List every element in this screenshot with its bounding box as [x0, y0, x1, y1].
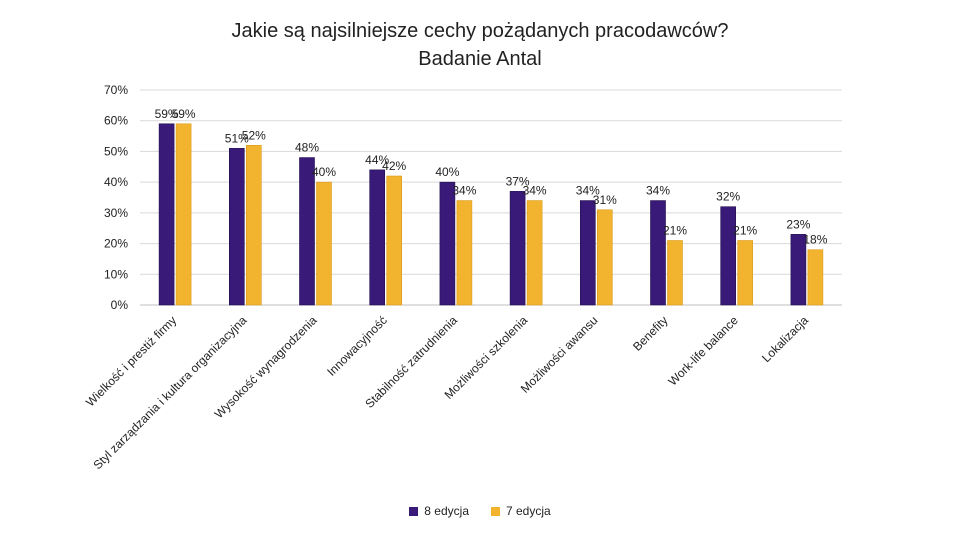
data-label: 18%	[803, 233, 827, 247]
x-tick-label: Innowacyjność	[324, 313, 390, 379]
data-label: 40%	[435, 165, 459, 179]
data-label: 59%	[172, 107, 196, 121]
bar	[386, 175, 403, 306]
bar	[807, 249, 824, 306]
data-label: 31%	[593, 193, 617, 207]
chart-title: Jakie są najsilniejsze cechy pożądanych …	[231, 20, 729, 42]
bar	[596, 209, 613, 306]
legend-label: 7 edycja	[506, 504, 551, 518]
x-tick-label: Lokalizacja	[759, 313, 811, 365]
y-tick-label: 40%	[104, 175, 128, 189]
bar	[229, 148, 245, 306]
y-tick-label: 30%	[104, 206, 128, 220]
data-labels: 59%59%51%52%48%40%44%42% 40%34%37%34% 34%3…	[155, 107, 828, 247]
bar	[720, 206, 737, 306]
data-label: 23%	[786, 217, 810, 231]
y-tick-label: 60%	[104, 114, 128, 128]
legend-swatch	[409, 506, 419, 516]
bar	[158, 123, 175, 306]
bar	[439, 181, 456, 306]
data-label: 44%	[365, 153, 389, 167]
y-tick-label: 0%	[111, 298, 129, 312]
y-tick-label: 50%	[104, 144, 128, 158]
data-label: 34%	[646, 184, 670, 198]
bar	[246, 144, 262, 306]
bar	[456, 200, 473, 306]
y-axis: 0% 10% 20% 30% 40% 50% 60% 70%	[104, 83, 128, 312]
bar	[579, 200, 596, 306]
bar	[316, 181, 332, 306]
legend-swatch	[491, 506, 500, 516]
data-label: 34%	[452, 184, 476, 198]
bar	[369, 169, 386, 306]
bars	[158, 123, 824, 306]
data-label: 48%	[295, 141, 319, 155]
x-tick-label: Work-life balance	[666, 313, 742, 389]
data-label: 32%	[716, 190, 740, 204]
x-tick-label: Możliwości awansu	[518, 313, 601, 396]
data-label: 34%	[523, 184, 547, 198]
legend: 8 edycja 7 edycja	[0, 504, 960, 518]
data-label: 34%	[576, 184, 600, 198]
data-label: 21%	[663, 224, 687, 238]
bar	[299, 157, 315, 306]
legend-item-series-2: 7 edycja	[491, 504, 551, 518]
chart-subtitle: Badanie Antal	[418, 48, 542, 70]
data-label: 21%	[733, 224, 757, 238]
data-label: 40%	[312, 165, 336, 179]
bar	[650, 200, 666, 306]
data-label: 59%	[155, 107, 179, 121]
bar	[175, 123, 192, 306]
bar	[667, 240, 683, 306]
bar	[790, 234, 807, 306]
bar	[737, 240, 754, 306]
legend-label: 8 edycja	[424, 504, 469, 518]
y-tick-label: 10%	[104, 267, 128, 281]
y-tick-label: 20%	[104, 237, 128, 251]
data-label: 42%	[382, 159, 406, 173]
data-label: 51%	[225, 131, 249, 145]
bar	[509, 191, 526, 306]
legend-item-series-1: 8 edycja	[409, 504, 469, 518]
y-tick-label: 70%	[104, 83, 128, 97]
bar	[526, 200, 543, 306]
data-label: 52%	[242, 128, 266, 142]
data-label: 37%	[506, 174, 530, 188]
x-tick-label: Benefity	[630, 313, 671, 354]
x-tick-label: Styl zarządzania i kultura organizacyjna	[90, 313, 249, 472]
